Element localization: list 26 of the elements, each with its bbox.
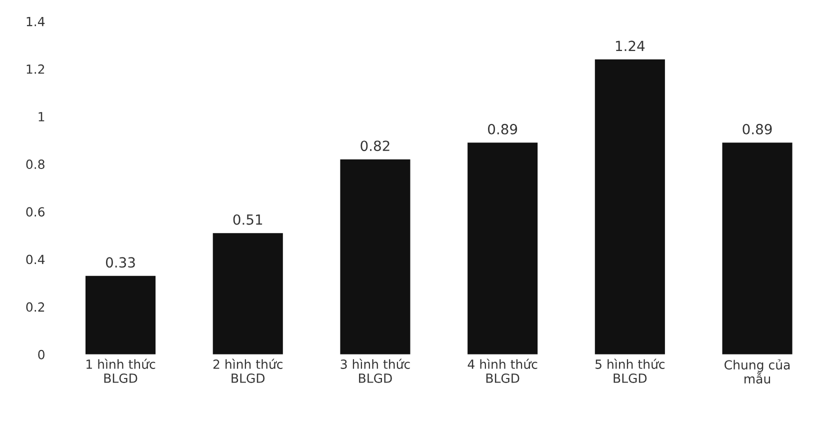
data-label: 0.33 [106, 257, 135, 268]
x-tick-label: 2 hình thức BLGD [213, 358, 282, 383]
x-tick-label: 1 hình thức BLGD [86, 358, 156, 383]
data-label: 0.89 [742, 124, 772, 134]
data-label: 0.51 [233, 214, 262, 225]
bar [468, 142, 538, 354]
bar [340, 159, 410, 354]
bar [86, 276, 156, 354]
bar [212, 233, 283, 354]
y-tick-label: 1 [38, 112, 44, 122]
y-tick-label: 1.2 [26, 64, 44, 74]
y-tick-label: 0.2 [26, 302, 44, 312]
x-tick-label: 5 hình thức BLGD [596, 358, 665, 383]
data-label: 0.82 [360, 140, 390, 152]
y-tick-label: 0.8 [26, 160, 44, 170]
y-tick-label: 0.4 [26, 254, 45, 264]
y-tick-label: 1.4 [26, 16, 45, 26]
data-label: 1.24 [616, 40, 645, 51]
y-tick-label: 0.6 [26, 207, 45, 217]
bar [722, 142, 792, 354]
bar [594, 59, 665, 354]
data-label: 0.89 [488, 124, 518, 134]
x-tick-label: 4 hình thức BLGD [468, 358, 538, 383]
y-tick-label: 0 [38, 350, 44, 360]
x-tick-label: 3 hình thức BLGD [340, 358, 410, 383]
x-tick-label: Chung của mẫu [724, 359, 790, 384]
